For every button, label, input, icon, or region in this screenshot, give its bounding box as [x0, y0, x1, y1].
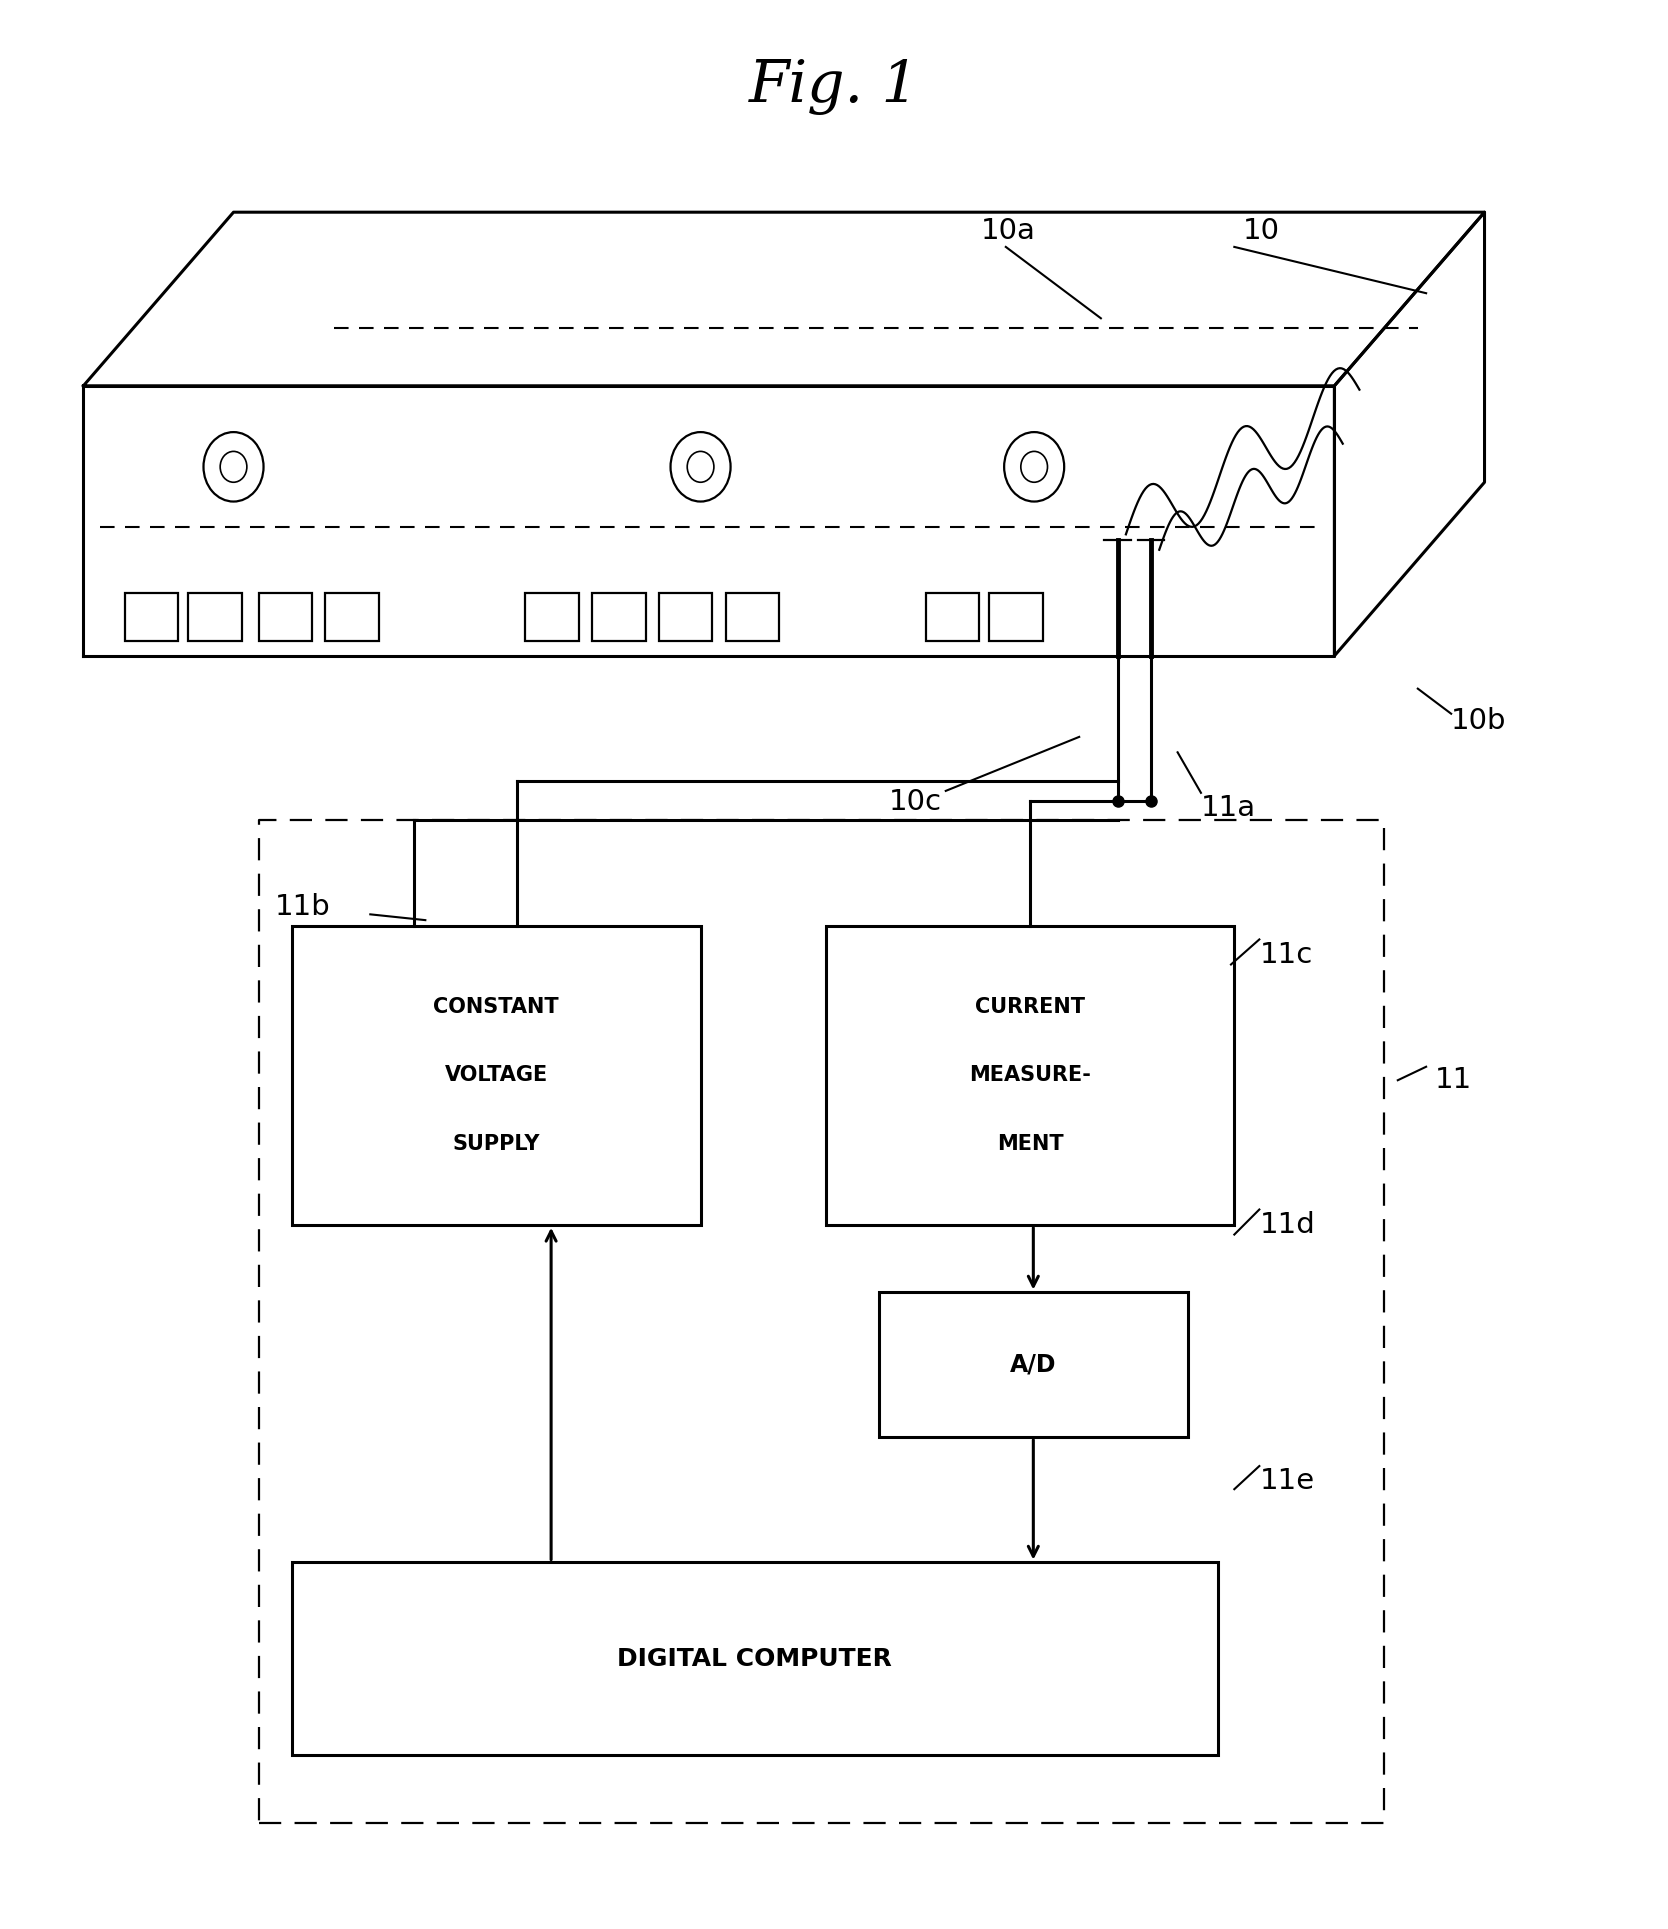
Text: CURRENT: CURRENT: [976, 997, 1084, 1017]
Bar: [926, 592, 979, 640]
Bar: [989, 592, 1042, 640]
Bar: [525, 592, 579, 640]
Bar: [592, 592, 646, 640]
Text: 11: 11: [1434, 1067, 1471, 1094]
Text: 10c: 10c: [889, 789, 942, 816]
Bar: [726, 592, 779, 640]
Text: 10b: 10b: [1451, 708, 1506, 735]
Bar: [879, 1292, 1188, 1437]
Text: SUPPLY: SUPPLY: [452, 1134, 540, 1154]
Bar: [292, 1562, 1218, 1755]
Text: 11d: 11d: [1259, 1211, 1314, 1238]
Text: 11e: 11e: [1259, 1468, 1314, 1495]
Text: DIGITAL COMPUTER: DIGITAL COMPUTER: [617, 1647, 892, 1671]
Text: VOLTAGE: VOLTAGE: [445, 1065, 547, 1086]
Text: 11a: 11a: [1201, 795, 1256, 822]
Text: 10: 10: [1243, 218, 1279, 245]
Text: 11b: 11b: [275, 893, 330, 920]
Text: MEASURE-: MEASURE-: [969, 1065, 1091, 1086]
Text: Fig. 1: Fig. 1: [749, 58, 919, 116]
Text: 10a: 10a: [981, 218, 1036, 245]
Bar: [325, 592, 379, 640]
Text: A/D: A/D: [1011, 1352, 1056, 1377]
Bar: [292, 926, 701, 1225]
Bar: [188, 592, 242, 640]
Text: MENT: MENT: [997, 1134, 1063, 1154]
Text: 11c: 11c: [1259, 941, 1313, 968]
Bar: [826, 926, 1234, 1225]
Bar: [659, 592, 712, 640]
Bar: [125, 592, 178, 640]
Bar: [259, 592, 312, 640]
Text: CONSTANT: CONSTANT: [434, 997, 559, 1017]
